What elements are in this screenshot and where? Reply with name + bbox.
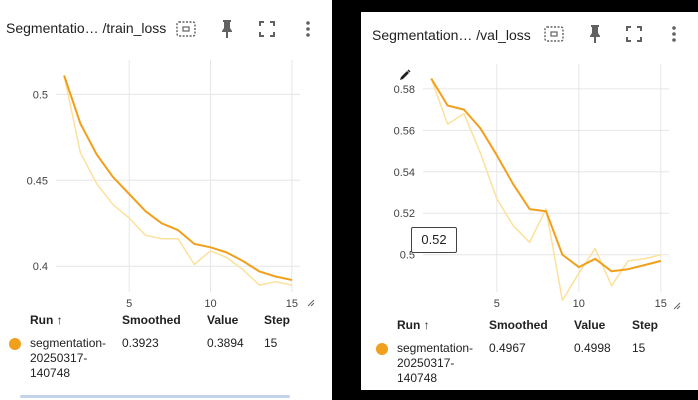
fullscreen-icon[interactable] [255, 17, 279, 41]
val-loss-chart: 0.50.520.540.560.585 10 15 [394, 64, 669, 308]
y-tick-label: 0.54 [394, 167, 415, 179]
pin-icon[interactable] [583, 22, 607, 46]
y-tick-label: 0.5 [33, 89, 48, 101]
card-header: Segmentation… /val_loss [361, 12, 698, 68]
run-color-dot [376, 343, 388, 355]
col-value-header: Value [207, 313, 239, 327]
chart-title: Segmentation… /val_loss [372, 27, 531, 43]
run-table: Run ↑ Smoothed Value Step segmentation- … [361, 310, 698, 390]
edit-icon[interactable] [398, 68, 412, 82]
col-smoothed-header: Smoothed [489, 318, 548, 332]
x-tick-label: 15 [286, 298, 298, 308]
y-tick-label: 0.58 [394, 84, 415, 96]
smoothed-series-line [430, 77, 662, 273]
resize-handle-icon[interactable] [671, 300, 681, 310]
train-loss-chart: 0.4 0.45 0.5 5 10 15 [27, 60, 300, 308]
run-color-dot [9, 338, 21, 350]
col-run-header[interactable]: Run ↑ [397, 318, 430, 332]
x-tick-label: 5 [494, 298, 500, 308]
run-name: segmentation- 20250317- 140748 [30, 336, 107, 380]
y-tick-label: 0.56 [394, 125, 415, 137]
x-tick-label: 10 [573, 298, 585, 308]
run-name: segmentation- 20250317- 140748 [397, 341, 474, 385]
train-loss-plot[interactable]: 0.4 0.45 0.5 5 10 15 [0, 56, 320, 308]
col-value-header: Value [574, 318, 606, 332]
horizontal-scrollbar[interactable] [20, 395, 290, 398]
x-tick-label: 15 [655, 298, 667, 308]
val-loss-plot[interactable]: 0.5 0.52 0.54 0.56 0.58 5 10 15 [361, 56, 686, 308]
run-table: Run ↑ Smoothed Value Step segmentation- … [0, 305, 332, 395]
pin-icon[interactable] [215, 17, 239, 41]
card-header: Segmentatio… /train_loss [0, 0, 332, 56]
hover-tooltip: 0.52 [411, 227, 457, 253]
smoothed-value: 0.3923 [122, 336, 159, 350]
more-vert-icon[interactable] [296, 17, 320, 41]
raw-series-line [63, 75, 293, 286]
step-value: 15 [632, 341, 646, 355]
step-value: 15 [264, 336, 278, 350]
y-tick-label: 0.52 [394, 208, 415, 220]
col-smoothed-header: Smoothed [122, 313, 181, 327]
raw-value: 0.3894 [207, 336, 244, 350]
resize-handle-icon[interactable] [305, 297, 315, 307]
smoothed-value: 0.4967 [489, 341, 526, 355]
smoothed-series-line [63, 75, 293, 281]
col-step-header: Step [264, 313, 291, 327]
x-tick-label: 10 [204, 298, 216, 308]
x-tick-label: 5 [126, 298, 132, 308]
y-tick-label: 0.4 [33, 261, 48, 273]
y-tick-label: 0.45 [27, 175, 48, 187]
raw-value: 0.4998 [574, 341, 611, 355]
col-step-header: Step [632, 318, 659, 332]
more-vert-icon[interactable] [662, 22, 686, 46]
col-run-header[interactable]: Run ↑ [30, 313, 63, 327]
fit-domain-icon[interactable] [174, 17, 198, 41]
fit-domain-icon[interactable] [542, 22, 566, 46]
chart-title: Segmentatio… /train_loss [6, 20, 167, 36]
val-loss-card: Segmentation… /val_loss 0.5 0.52 0.54 0.56 0… [361, 12, 698, 390]
fullscreen-icon[interactable] [622, 22, 646, 46]
train-loss-card: Segmentatio… /train_loss 0.4 0.45 0.5 5 10 15… [0, 0, 332, 400]
